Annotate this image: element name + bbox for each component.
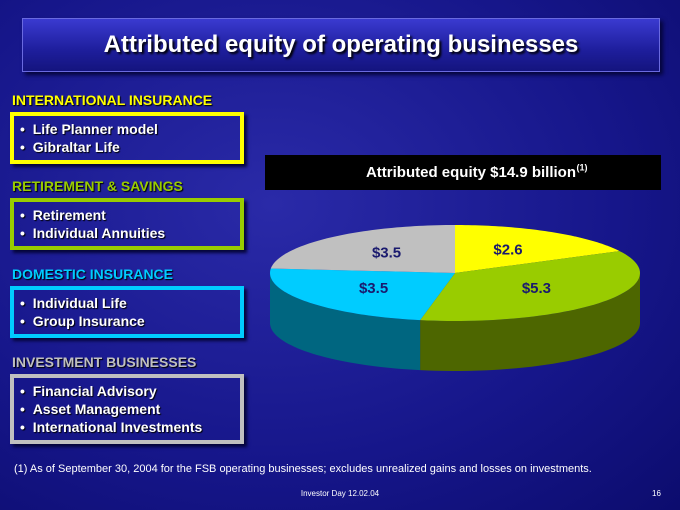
data-label: $5.3 — [522, 280, 551, 297]
pie-slice — [455, 225, 620, 273]
section-heading: DOMESTIC INSURANCE — [12, 266, 174, 282]
bullet-item: Gibraltar Life — [20, 138, 240, 156]
data-label: $3.5 — [372, 244, 401, 261]
chart-title: Attributed equity $14.9 billion — [366, 164, 576, 181]
slide-title: Attributed equity of operating businesse… — [22, 18, 660, 72]
bullet-item: Life Planner model — [20, 120, 240, 138]
section-heading: INTERNATIONAL INSURANCE — [12, 92, 213, 108]
bullet-item: Individual Life — [20, 294, 240, 312]
pie-slice — [420, 251, 640, 321]
section-heading: RETIREMENT & SAVINGS — [12, 178, 183, 194]
section-box: Individual LifeGroup Insurance — [10, 286, 244, 338]
bullet-item: Group Insurance — [20, 312, 240, 330]
bullet-item: Financial Advisory — [20, 382, 240, 400]
data-label: $2.6 — [493, 241, 522, 258]
pie-side — [270, 273, 421, 371]
bullet-item: International Investments — [20, 418, 240, 436]
bullet-item: Retirement — [20, 206, 240, 224]
bullet-item: Asset Management — [20, 400, 240, 418]
footnote: (1) As of September 30, 2004 for the FSB… — [14, 463, 592, 475]
bullet-item: Individual Annuities — [20, 224, 240, 242]
footer: Investor Day 12.02.04 — [300, 489, 380, 498]
section-box: RetirementIndividual Annuities — [10, 198, 244, 250]
chart-title-note: (1) — [577, 162, 588, 172]
pie-slice — [270, 268, 455, 321]
section-box: Financial AdvisoryAsset ManagementIntern… — [10, 374, 244, 444]
section-heading: INVESTMENT BUSINESSES — [12, 354, 197, 370]
page-number: 16 — [652, 489, 661, 498]
data-label: $3.5 — [359, 280, 388, 297]
section-box: Life Planner modelGibraltar Life — [10, 112, 244, 164]
pie-side — [420, 273, 640, 371]
pie-slice — [270, 225, 455, 273]
chart-title-box — [265, 155, 661, 190]
